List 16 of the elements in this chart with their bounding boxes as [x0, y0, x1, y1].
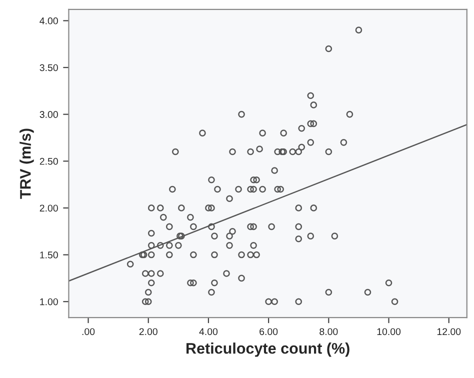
y-tick-label: 1.50 — [40, 252, 58, 258]
y-tick-label: 3.00 — [40, 111, 58, 118]
x-axis-title: Reticulocyte count (%) — [186, 342, 350, 357]
x-tick-label: 4.00 — [199, 328, 218, 336]
y-tick-label: 3.50 — [40, 64, 58, 72]
y-axis-title: TRV (m/s) — [20, 128, 34, 199]
y-tick-label: 2.00 — [40, 204, 58, 212]
y-tick-label: 2.50 — [40, 158, 58, 165]
x-tick-label: 2.00 — [139, 328, 158, 336]
y-tick-label: 4.00 — [40, 17, 58, 24]
x-tick-label: 12.00 — [437, 328, 461, 336]
x-tick-label: 10.00 — [377, 328, 401, 336]
y-tick-label: 1.00 — [40, 298, 58, 306]
x-tick-label: .00 — [82, 328, 95, 336]
x-tick-label: 8.00 — [320, 328, 338, 336]
x-tick-label: 6.00 — [260, 328, 278, 336]
